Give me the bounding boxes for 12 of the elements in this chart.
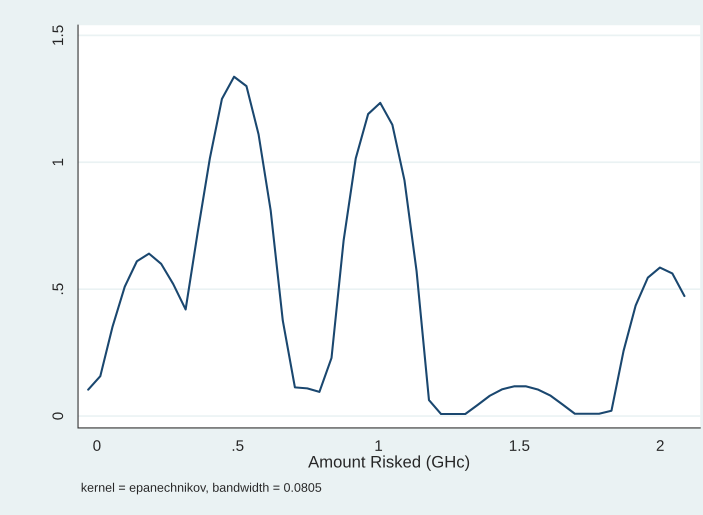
y-tick-label: .5 (52, 283, 64, 294)
x-axis-title: Amount Risked (GHc) (308, 455, 470, 471)
x-tick-label: 1.5 (510, 440, 530, 451)
text: kernel = epanechnikov, bandwidth = 0.0805 (82, 482, 322, 494)
y-tick-label: 1.5 (52, 25, 64, 45)
y-tick-label: 0 (52, 412, 64, 420)
x-tick-label: .5 (232, 440, 244, 451)
x-tick-label: 0 (93, 440, 101, 451)
y-tick-label: 1 (52, 158, 64, 166)
line-series (87, 76, 686, 416)
x-tick-label: 2 (656, 440, 664, 451)
x-tick-label: 1 (375, 440, 382, 451)
